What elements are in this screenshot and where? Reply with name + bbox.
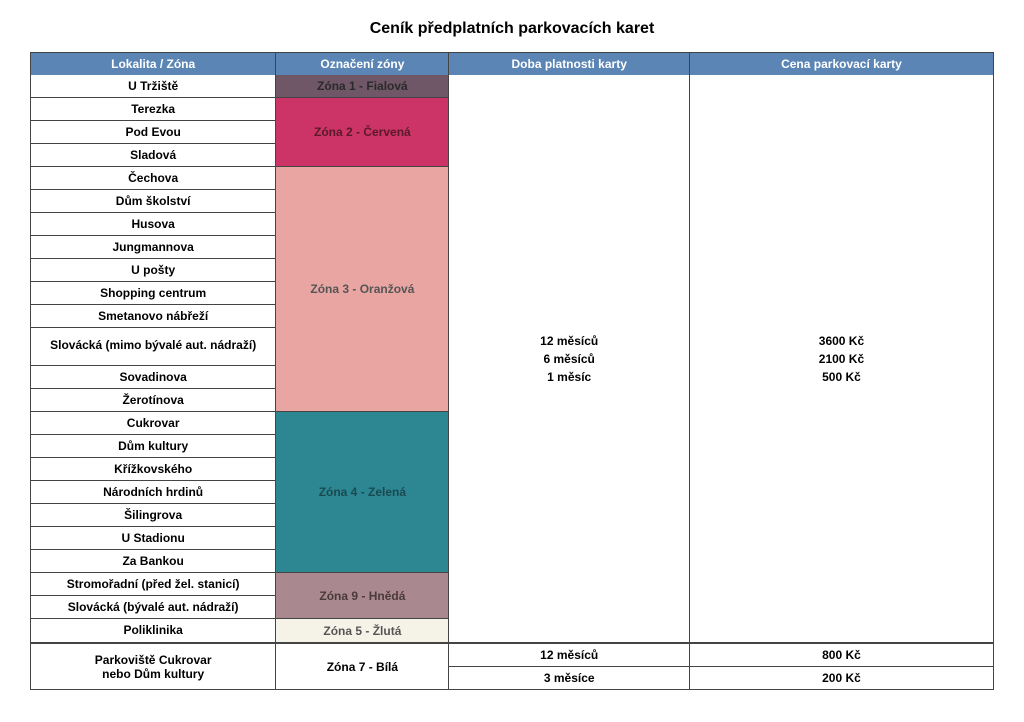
zone-block: Zóna 3 - Oranžová xyxy=(276,167,448,412)
location-cell: Shopping centrum xyxy=(31,282,275,305)
header-duration: Doba platnosti karty xyxy=(449,53,690,75)
zone-block: Zóna 4 - Zelená xyxy=(276,412,448,573)
duration-value: 6 měsíců xyxy=(540,350,598,368)
zone-column: Zóna 1 - FialováZóna 2 - ČervenáZóna 3 -… xyxy=(276,75,449,642)
location-cell: Cukrovar xyxy=(31,412,275,435)
price-value: 2100 Kč xyxy=(819,350,864,368)
zone-block: Zóna 9 - Hnědá xyxy=(276,573,448,619)
location-cell: Sladová xyxy=(31,144,275,167)
location-cell: U pošty xyxy=(31,259,275,282)
bottom-duration: 12 měsíců xyxy=(449,644,690,666)
bottom-row: 12 měsíců800 Kč xyxy=(449,644,993,667)
duration-column: 12 měsíců6 měsíců1 měsíc xyxy=(449,75,690,642)
price-value: 3600 Kč xyxy=(819,332,864,350)
bottom-row: 3 měsíce200 Kč xyxy=(449,667,993,689)
location-cell: Slovácká (mimo bývalé aut. nádraží) xyxy=(31,328,275,366)
location-column: U TržištěTerezkaPod EvouSladováČechovaDů… xyxy=(31,75,276,642)
table-body-main: U TržištěTerezkaPod EvouSladováČechovaDů… xyxy=(31,75,993,642)
location-cell: Dům kultury xyxy=(31,435,275,458)
bottom-zone: Zóna 7 - Bílá xyxy=(276,644,449,689)
location-cell: Národních hrdinů xyxy=(31,481,275,504)
table-header-row: Lokalita / Zóna Označení zóny Doba platn… xyxy=(31,53,993,75)
location-cell: Žerotínova xyxy=(31,389,275,412)
location-cell: Smetanovo nábřeží xyxy=(31,305,275,328)
header-zone: Označení zóny xyxy=(276,53,449,75)
header-location: Lokalita / Zóna xyxy=(31,53,276,75)
location-cell: Slovácká (bývalé aut. nádraží) xyxy=(31,596,275,619)
price-column: 3600 Kč2100 Kč500 Kč xyxy=(690,75,993,642)
location-cell: Křížkovského xyxy=(31,458,275,481)
location-cell: Sovadinova xyxy=(31,366,275,389)
duration-value: 1 měsíc xyxy=(540,368,598,386)
price-value: 500 Kč xyxy=(819,368,864,386)
table-body-bottom: Parkoviště Cukrovarnebo Dům kultury Zóna… xyxy=(31,642,993,689)
location-cell: Stromořadní (před žel. stanicí) xyxy=(31,573,275,596)
location-cell: Jungmannova xyxy=(31,236,275,259)
zone-block: Zóna 2 - Červená xyxy=(276,98,448,167)
location-cell: Poliklinika xyxy=(31,619,275,642)
bottom-price: 200 Kč xyxy=(690,667,993,689)
price-table: Lokalita / Zóna Označení zóny Doba platn… xyxy=(30,52,994,690)
bottom-price: 800 Kč xyxy=(690,644,993,666)
bottom-duration: 3 měsíce xyxy=(449,667,690,689)
location-cell: Terezka xyxy=(31,98,275,121)
location-cell: Dům školství xyxy=(31,190,275,213)
bottom-location: Parkoviště Cukrovarnebo Dům kultury xyxy=(31,644,276,689)
location-cell: Za Bankou xyxy=(31,550,275,573)
location-cell: Šilingrova xyxy=(31,504,275,527)
location-cell: Čechova xyxy=(31,167,275,190)
zone-block: Zóna 1 - Fialová xyxy=(276,75,448,98)
zone-block: Zóna 5 - Žlutá xyxy=(276,619,448,642)
duration-values: 12 měsíců6 měsíců1 měsíc xyxy=(540,332,598,386)
location-cell: Pod Evou xyxy=(31,121,275,144)
bottom-right: 12 měsíců800 Kč3 měsíce200 Kč xyxy=(449,644,993,689)
location-cell: U Tržiště xyxy=(31,75,275,98)
duration-value: 12 měsíců xyxy=(540,332,598,350)
price-values: 3600 Kč2100 Kč500 Kč xyxy=(819,332,864,386)
header-price: Cena parkovací karty xyxy=(690,53,993,75)
page-title: Ceník předplatních parkovacích karet xyxy=(30,20,994,38)
location-cell: U Stadionu xyxy=(31,527,275,550)
location-cell: Husova xyxy=(31,213,275,236)
